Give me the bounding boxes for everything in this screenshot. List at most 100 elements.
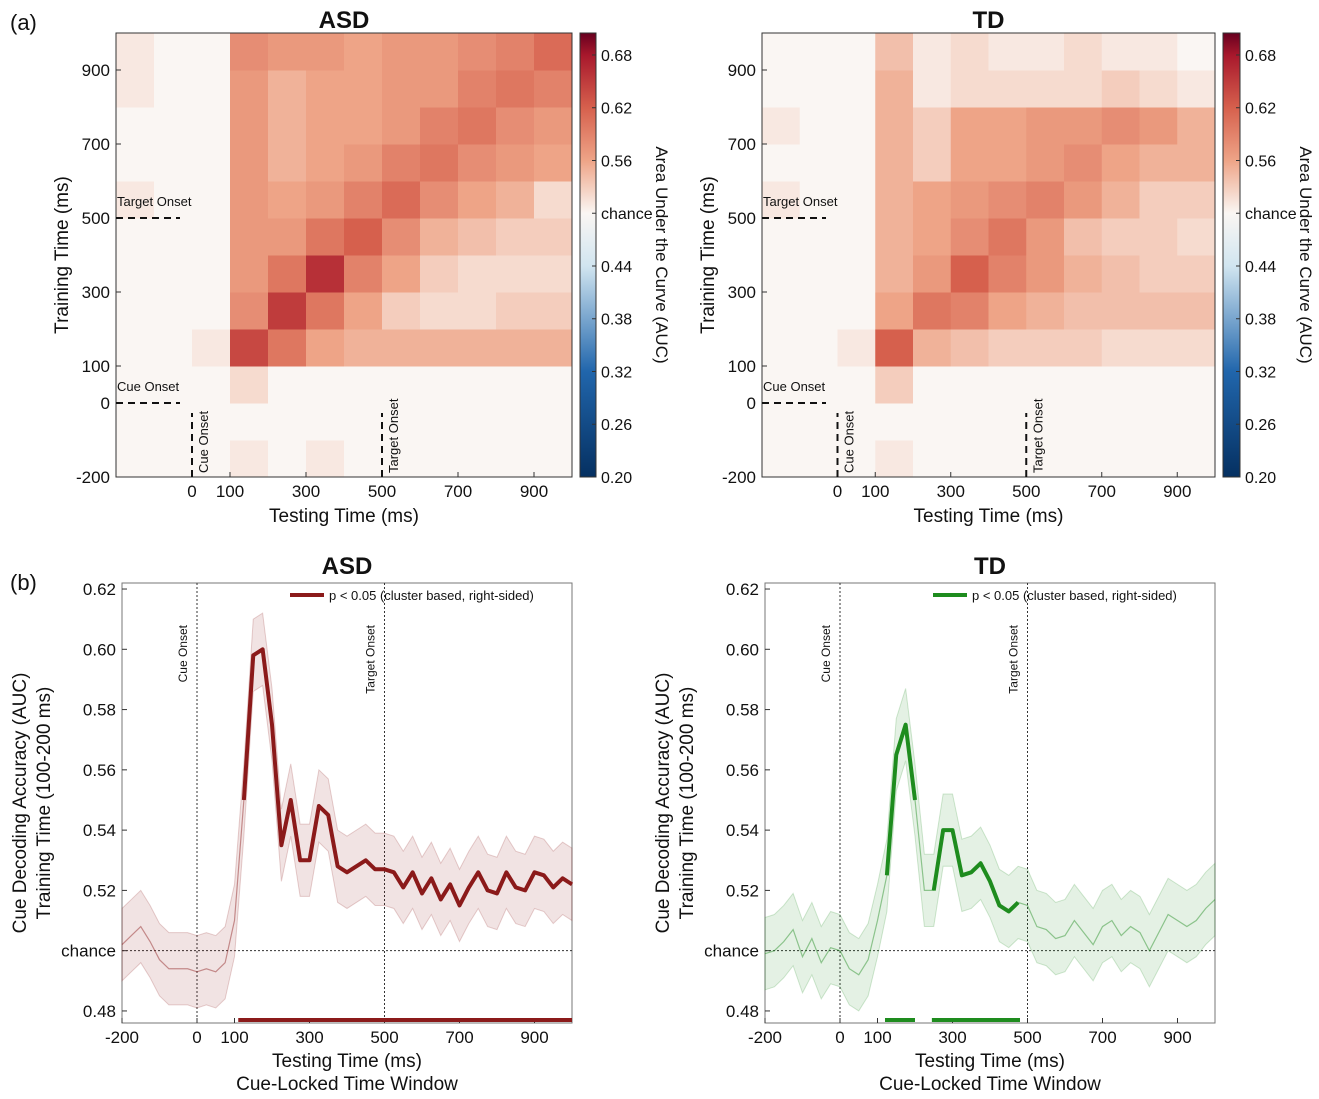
heatmap-cell — [534, 107, 573, 145]
heatmap-cell — [875, 181, 914, 219]
heatmap-cell — [344, 292, 383, 330]
heatmap-cell — [420, 218, 459, 256]
heatmap-cell — [1026, 292, 1065, 330]
y-tick-label: 100 — [728, 357, 756, 376]
heatmap-cell — [344, 218, 383, 256]
heatmap-cell — [192, 33, 231, 71]
heatmap-cell — [154, 181, 193, 219]
y-tick-label: 0 — [101, 394, 110, 413]
x-axis-label: Testing Time (ms) — [914, 506, 1064, 527]
heatmap-cell — [382, 70, 421, 108]
heatmap-cell — [950, 33, 989, 71]
heatmap-cell — [192, 107, 231, 145]
heatmap-cell — [154, 255, 193, 293]
heatmap-cell — [913, 33, 952, 71]
heatmap-cell — [988, 329, 1027, 367]
onset-label: Target Onset — [117, 194, 192, 209]
heatmap-cell — [950, 255, 989, 293]
heatmap-cell — [762, 33, 801, 71]
x-axis-label: Testing Time (ms) — [915, 1051, 1065, 1072]
y-tick-label: 700 — [82, 135, 110, 154]
heatmap-cell — [306, 255, 345, 293]
heatmap-cell — [192, 329, 231, 367]
x-tick-label: 300 — [938, 1028, 966, 1047]
colorbar-tick-label: 0.44 — [1245, 259, 1276, 276]
heatmap-cell — [988, 144, 1027, 182]
heatmap-cell — [230, 366, 269, 404]
significant-line — [884, 722, 917, 876]
heatmap-cell — [116, 329, 155, 367]
heatmap-cell — [913, 218, 952, 256]
x-tick-label: -200 — [105, 1028, 139, 1047]
colorbar-label: Area Under the Curve (AUC) — [652, 146, 671, 363]
heatmap-cell — [875, 218, 914, 256]
heatmap-cell — [496, 144, 535, 182]
heatmap-cell — [382, 403, 421, 441]
heatmap-cell — [344, 181, 383, 219]
heatmap-cell — [988, 292, 1027, 330]
x-tick-label: 300 — [292, 482, 320, 501]
heatmap-cell — [1026, 70, 1065, 108]
heatmap-cell — [1064, 366, 1103, 404]
heatmap-cell — [534, 403, 573, 441]
heatmap-cell — [344, 366, 383, 404]
heatmap-cell — [458, 33, 497, 71]
heatmap-cell — [268, 218, 307, 256]
heatmap-cell — [534, 292, 573, 330]
y-tick-label: chance — [704, 942, 759, 961]
heatmap-cell — [875, 33, 914, 71]
heatmap-cell — [344, 33, 383, 71]
heatmap-cell — [950, 403, 989, 441]
heatmap-cell — [154, 33, 193, 71]
x-tick-label: -200 — [748, 1028, 782, 1047]
heatmap-cell — [1026, 366, 1065, 404]
colorbar-tick-label: 0.20 — [601, 470, 632, 487]
colorbar-tick-label: chance — [1245, 206, 1297, 223]
heatmap-cell — [913, 366, 952, 404]
heatmap-cell — [1026, 440, 1065, 478]
heatmap-cell — [534, 440, 573, 478]
heatmap-cell — [1139, 440, 1178, 478]
heatmap-cell — [762, 255, 801, 293]
heatmap-cell — [913, 144, 952, 182]
heatmap-cell — [230, 329, 269, 367]
heatmap-cell — [1101, 329, 1140, 367]
heatmap-cell — [192, 366, 231, 404]
heatmap-cell — [154, 70, 193, 108]
heatmap-cell — [230, 292, 269, 330]
heatmap-cell — [458, 366, 497, 404]
heatmap-cell — [420, 33, 459, 71]
heatmap-cell — [306, 440, 345, 478]
heatmap-cell — [1026, 33, 1065, 71]
heatmap-cell — [534, 329, 573, 367]
heatmap-cell — [1026, 107, 1065, 145]
heatmap-cell — [1064, 440, 1103, 478]
heatmap-cell — [837, 218, 876, 256]
heatmap-cell — [1064, 70, 1103, 108]
heatmap-cell — [116, 107, 155, 145]
y-tick-label: 0.60 — [83, 640, 116, 659]
y-tick-label: 0.62 — [83, 580, 116, 599]
heatmap-cell — [268, 181, 307, 219]
heatmap-cell — [988, 255, 1027, 293]
chart-title: TD — [973, 7, 1005, 34]
heatmap-cell — [192, 292, 231, 330]
heatmap-cell — [1177, 144, 1216, 182]
x-tick-label: 900 — [520, 1028, 548, 1047]
heatmap-cell — [382, 366, 421, 404]
heatmap-cell — [762, 70, 801, 108]
colorbar — [579, 32, 597, 478]
x-tick-label: 500 — [370, 1028, 398, 1047]
onset-label: Cue Onset — [763, 379, 826, 394]
heatmap-cell — [268, 440, 307, 478]
heatmap-cell — [1101, 255, 1140, 293]
heatmap-cell — [1026, 144, 1065, 182]
heatmap-cell — [837, 292, 876, 330]
legend-label: p < 0.05 (cluster based, right-sided) — [972, 588, 1177, 603]
onset-label: Target Onset — [1030, 398, 1045, 473]
plot-frame — [115, 32, 573, 478]
heatmap-cell — [875, 366, 914, 404]
heatmap-cell — [988, 366, 1027, 404]
y-tick-label: 500 — [728, 209, 756, 228]
heatmap-cell — [268, 255, 307, 293]
